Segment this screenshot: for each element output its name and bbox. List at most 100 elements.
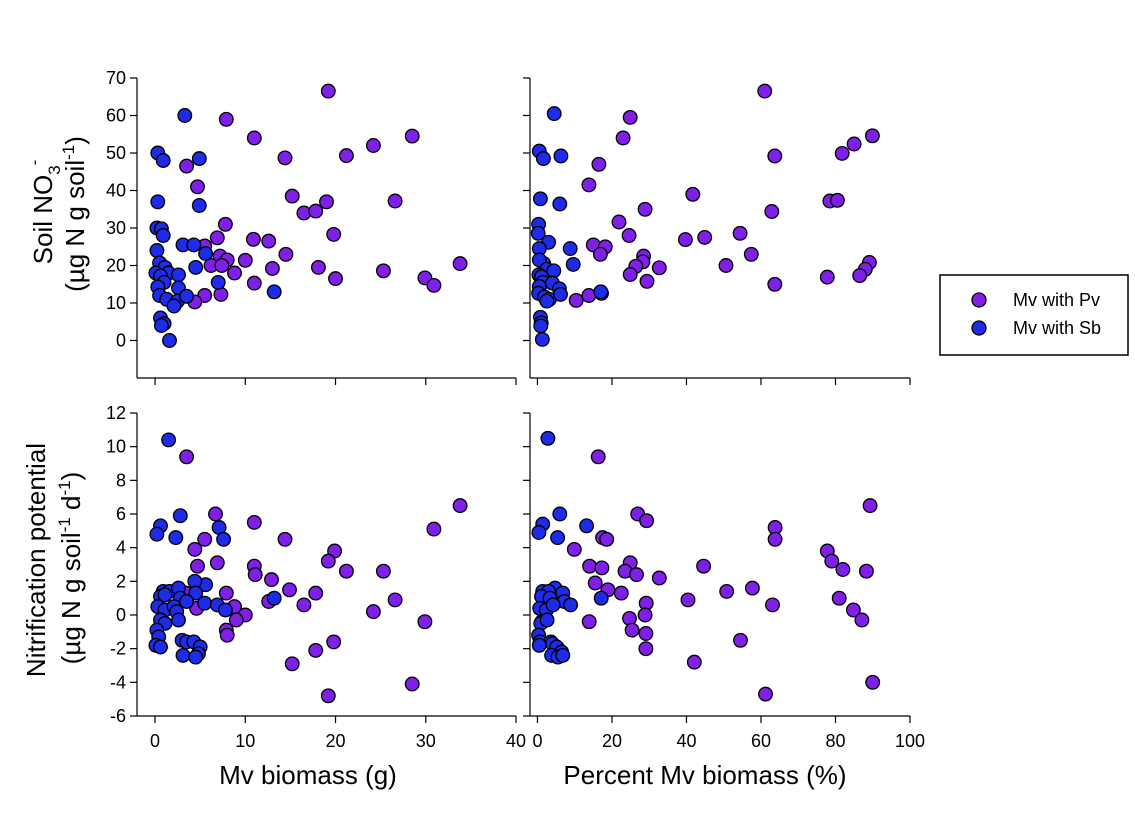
point-pv <box>190 179 205 195</box>
point-sb <box>530 225 546 241</box>
point-pv <box>865 674 881 690</box>
legend-marker-pv <box>971 292 987 308</box>
point-sb <box>539 293 555 309</box>
y-axis-unit-top: (µg N g soil-1) <box>59 136 90 292</box>
y-tick-label: 40 <box>106 181 126 201</box>
point-pv <box>733 632 748 648</box>
point-pv <box>404 676 420 692</box>
point-pv <box>247 567 263 583</box>
y-top-unit-sup: -1 <box>59 145 78 160</box>
point-pv <box>767 531 783 547</box>
point-pv <box>845 602 861 618</box>
point-pv <box>718 258 734 273</box>
point-sb <box>546 263 562 279</box>
point-pv <box>594 560 610 576</box>
point-pv <box>637 201 653 217</box>
point-sb <box>162 333 177 348</box>
point-sb <box>149 526 165 542</box>
point-sb <box>540 430 556 446</box>
point-pv <box>824 553 840 569</box>
point-sb <box>553 148 569 164</box>
point-pv <box>581 177 597 193</box>
point-pv <box>638 626 654 641</box>
y-top-sub: 3 <box>45 165 64 174</box>
y-tick-label: 2 <box>116 571 126 591</box>
point-sb <box>565 256 581 272</box>
point-sb <box>552 506 568 522</box>
point-pv <box>296 597 312 613</box>
x-tick-label: 40 <box>676 731 696 751</box>
panel-top-left: 0 10 20 30 40 50 60 70 <box>106 68 517 385</box>
point-pv <box>639 513 655 529</box>
y-tick-label: 50 <box>106 143 126 163</box>
point-pv <box>308 585 324 601</box>
point-pv <box>624 622 640 638</box>
point-pv <box>852 268 868 284</box>
point-sb <box>155 228 171 243</box>
legend-box <box>939 274 1129 356</box>
point-sb <box>546 106 562 122</box>
y-tick-label: 30 <box>106 218 126 238</box>
y-bottom-main: Nitrification potential <box>21 443 51 677</box>
point-pv <box>375 563 391 579</box>
point-pv <box>328 271 343 287</box>
point-pv <box>426 521 442 537</box>
svg-text:(µg N g soil-1 d-1): (µg N g soil-1 d-1) <box>55 472 86 665</box>
point-pv <box>767 276 783 292</box>
point-pv <box>213 286 229 302</box>
point-pv <box>591 156 607 172</box>
point-pv <box>404 128 420 144</box>
y-top-main: Soil NO <box>28 175 58 265</box>
point-pv <box>179 158 195 174</box>
point-pv <box>264 572 279 588</box>
point-pv <box>246 130 262 146</box>
y-axis-title-bottom: Nitrification potential <box>21 443 51 677</box>
point-pv <box>387 193 403 209</box>
point-pv <box>261 233 277 249</box>
y-bottom-unit-sup1: -1 <box>55 517 74 532</box>
point-sb <box>553 286 568 302</box>
point-sb <box>166 298 182 314</box>
y-tick-label: 20 <box>106 256 126 276</box>
point-sb <box>217 602 233 618</box>
point-pv <box>208 506 223 522</box>
point-pv <box>697 229 713 245</box>
point-pv <box>613 585 629 601</box>
point-pv <box>685 186 701 202</box>
point-sb <box>198 246 214 261</box>
point-sb <box>179 288 195 304</box>
point-pv <box>615 130 631 146</box>
point-pv <box>308 203 324 219</box>
point-sb <box>153 639 168 655</box>
point-sb <box>531 525 547 540</box>
point-pv <box>365 138 381 153</box>
legend: Mv with Pv Mv with Sb <box>939 274 1129 356</box>
point-sb <box>534 331 550 347</box>
y-axis-title-top: Soil NO3- <box>25 160 64 265</box>
point-pv <box>197 531 213 547</box>
point-pv <box>209 555 225 571</box>
point-sb <box>210 274 226 290</box>
y-bottom-unit-a: (µg N g soil <box>56 532 86 664</box>
panel-bottom-right: 0 20 40 60 80 100 <box>523 412 925 751</box>
point-pv <box>219 627 235 643</box>
point-pv <box>277 531 293 547</box>
point-pv <box>365 604 381 620</box>
point-pv <box>245 231 261 247</box>
point-pv <box>218 111 234 127</box>
point-sb <box>155 153 171 168</box>
point-pv <box>227 265 242 281</box>
point-pv <box>214 258 230 273</box>
point-pv <box>744 580 760 596</box>
point-sb <box>191 151 207 167</box>
point-pv <box>743 246 759 262</box>
point-pv <box>284 656 300 672</box>
point-pv <box>629 567 644 583</box>
x-tick-label: 30 <box>416 731 436 751</box>
point-pv <box>308 642 324 658</box>
point-sb <box>171 267 186 283</box>
point-sb <box>197 595 213 611</box>
legend-label-sb: Mv with Sb <box>1013 318 1101 338</box>
point-pv <box>338 563 354 579</box>
point-pv <box>864 128 880 144</box>
